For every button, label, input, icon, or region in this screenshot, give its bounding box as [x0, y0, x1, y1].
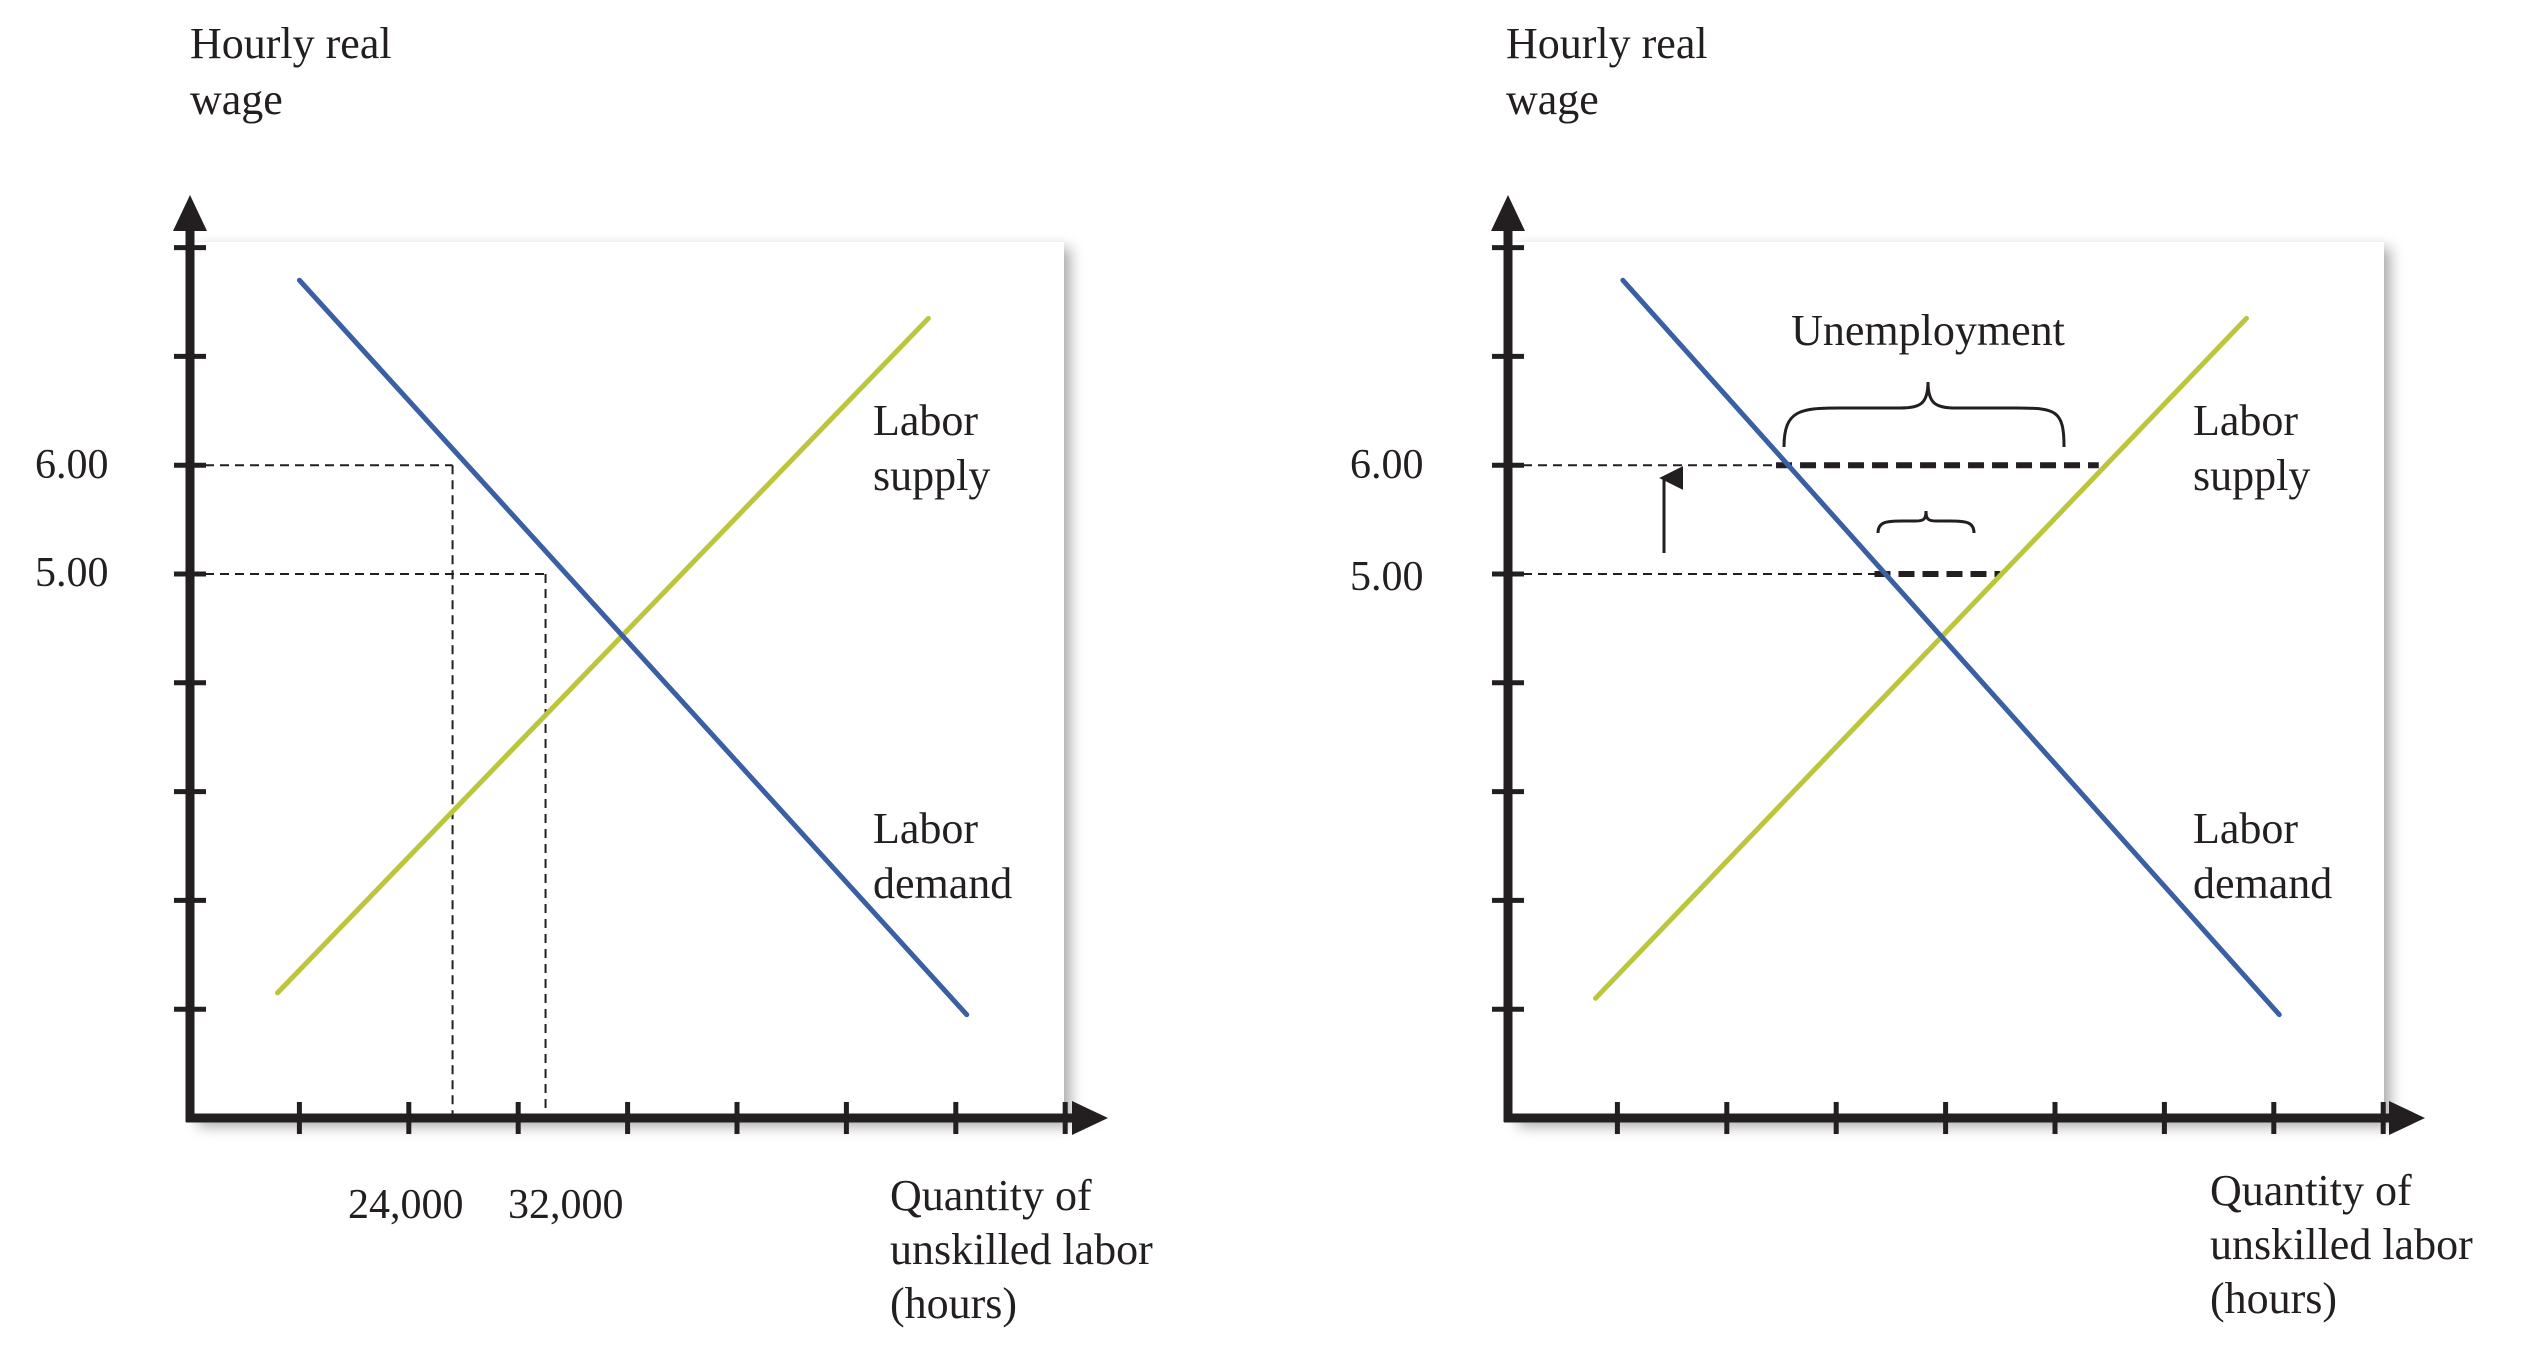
- right-demand-label: Labor demand: [2193, 804, 2332, 908]
- left-y-tick-label-5: 5.00: [35, 550, 109, 596]
- right-demand-label-line-2: demand: [2193, 859, 2332, 908]
- left-plot-area: [192, 242, 1064, 1120]
- left-axes: [173, 195, 1108, 1135]
- right-axes: [1491, 195, 2425, 1135]
- left-y-tick-label-6: 6.00: [35, 442, 109, 488]
- left-y-axis-arrow: [173, 195, 207, 231]
- left-x-tick-label-32000: 32,000: [508, 1182, 624, 1228]
- right-y-axis-arrow: [1491, 195, 1525, 231]
- right-supply-label: Labor supply: [2193, 396, 2310, 500]
- right-supply-label-line-1: Labor: [2193, 396, 2298, 445]
- left-demand-label-line-1: Labor: [873, 804, 978, 853]
- left-y-axis-label: Hourly real wage: [190, 19, 403, 124]
- left-supply-label: Labor supply: [873, 396, 990, 500]
- left-series-lines: [275, 277, 970, 1018]
- unemployment-brace-large: [1782, 381, 2066, 448]
- right-supply-label-line-2: supply: [2193, 451, 2310, 500]
- left-x-axis-arrow: [1072, 1101, 1108, 1135]
- left-x-axis-label-line-3: (hours): [890, 1279, 1017, 1328]
- right-y-tick-label-6: 6.00: [1350, 442, 1424, 488]
- left-supply-line: [275, 315, 931, 996]
- right-x-axis-arrow: [2389, 1101, 2425, 1135]
- left-ticks: [174, 245, 1068, 1134]
- left-demand-label-line-2: demand: [873, 859, 1012, 908]
- right-ticks: [1492, 245, 2386, 1134]
- left-x-axis-label: Quantity of unskilled labor (hours): [890, 1171, 1164, 1328]
- left-reference-lines: [190, 464, 547, 1118]
- right-x-axis-label: Quantity of unskilled labor (hours): [2210, 1166, 2484, 1323]
- right-gap-lines: [1776, 462, 2099, 577]
- left-x-tick-label-24000: 24,000: [348, 1182, 464, 1228]
- right-chart: Hourly real wage Quantity of unskilled l…: [1350, 19, 2484, 1323]
- left-x-axis-label-line-1: Quantity of: [890, 1171, 1092, 1220]
- unemployment-brace-small: [1876, 510, 1976, 534]
- right-y-tick-label-5: 5.00: [1350, 554, 1424, 600]
- right-y-axis-label-line-2: wage: [1506, 75, 1599, 124]
- right-plot-area: [1512, 242, 2384, 1120]
- right-x-axis-label-line-2: unskilled labor: [2210, 1220, 2473, 1269]
- right-supply-line: [1593, 315, 2249, 1001]
- right-y-axis-label-line-1: Hourly real: [1506, 19, 1708, 68]
- right-demand-line: [1620, 277, 2282, 1018]
- right-x-axis-label-line-3: (hours): [2210, 1274, 2337, 1323]
- left-chart: Hourly real wage Quantity of unskilled l…: [35, 19, 1164, 1328]
- right-series-lines: [1593, 277, 2282, 1018]
- right-reference-lines: [1508, 464, 1875, 575]
- unemployment-label: Unemployment: [1791, 306, 2065, 355]
- left-demand-line: [296, 277, 970, 1018]
- right-y-axis-label: Hourly real wage: [1506, 19, 1719, 124]
- left-x-axis-label-line-2: unskilled labor: [890, 1225, 1153, 1274]
- left-y-axis-label-line-1: Hourly real: [190, 19, 392, 68]
- left-supply-label-line-1: Labor: [873, 396, 978, 445]
- left-y-axis-label-line-2: wage: [190, 75, 283, 124]
- left-demand-label: Labor demand: [873, 804, 1012, 908]
- left-supply-label-line-2: supply: [873, 451, 990, 500]
- right-x-axis-label-line-1: Quantity of: [2210, 1166, 2412, 1215]
- right-demand-label-line-1: Labor: [2193, 804, 2298, 853]
